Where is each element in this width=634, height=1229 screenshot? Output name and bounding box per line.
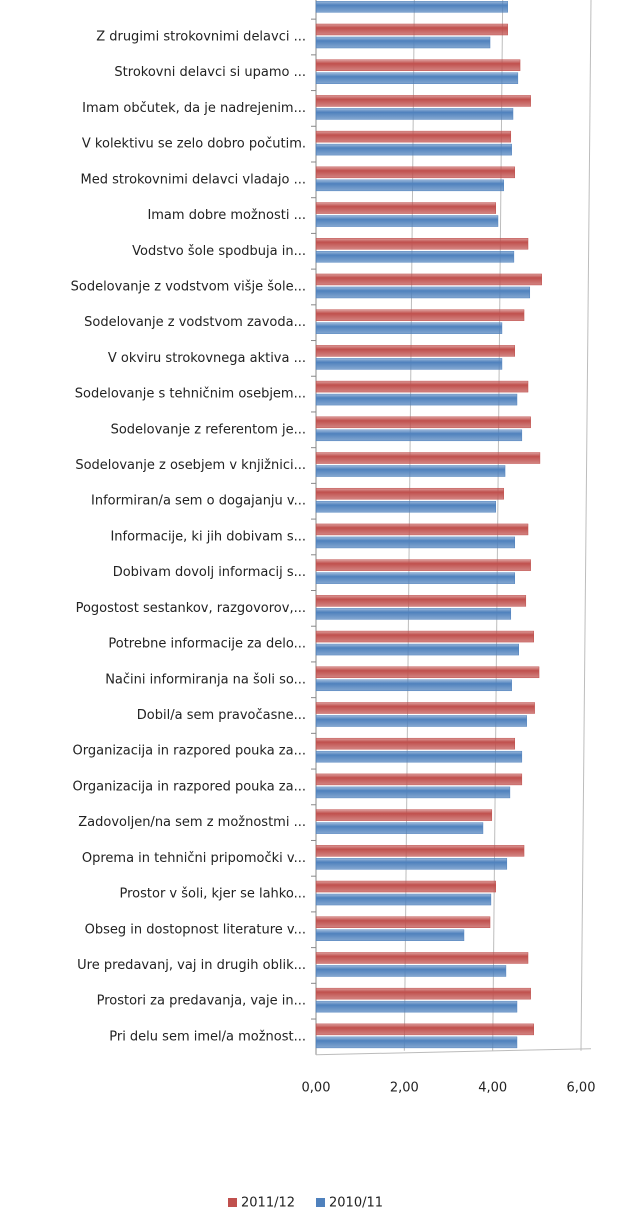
y-tick-label: Potrebne informacije za delo... xyxy=(108,637,306,652)
bar xyxy=(315,215,499,227)
y-tick-label: Prostor v šoli, kjer se lahko... xyxy=(120,887,307,902)
y-tick-label: Vodstvo šole spodbuja in... xyxy=(132,244,306,259)
bar xyxy=(315,572,515,584)
bar xyxy=(315,1023,534,1036)
bar xyxy=(315,952,529,964)
y-tick-label: Obseg in dostopnost literature v... xyxy=(85,922,306,937)
legend-swatch xyxy=(228,1198,237,1207)
y-tick-label: Sodelovanje z vodstvom zavoda... xyxy=(84,315,306,330)
axis-line xyxy=(315,1048,592,1056)
bar xyxy=(315,679,512,692)
bar xyxy=(315,523,529,536)
bar xyxy=(315,500,497,513)
bar xyxy=(315,773,523,786)
bar xyxy=(315,845,525,857)
y-tick-label: Dobil/a sem pravočasne... xyxy=(137,708,306,723)
bar xyxy=(315,380,529,393)
bar xyxy=(315,36,491,49)
x-tick-label: 2,00 xyxy=(390,1081,419,1096)
legend-swatch xyxy=(316,1198,325,1207)
y-tick-label: Med strokovnimi delavci vladajo ... xyxy=(81,172,306,187)
bar xyxy=(315,416,531,429)
x-tick-label: 6,00 xyxy=(567,1081,596,1096)
bar xyxy=(315,179,504,192)
bar xyxy=(315,715,527,727)
bar xyxy=(315,666,540,679)
legend-label: 2010/11 xyxy=(329,1196,383,1211)
y-tick-label: Sodelovanje z osebjem v knjižnici... xyxy=(75,458,306,473)
bar xyxy=(315,59,521,71)
bar xyxy=(315,95,531,107)
bar xyxy=(315,630,534,643)
bar xyxy=(315,130,512,143)
bar xyxy=(315,965,507,977)
bar xyxy=(315,393,518,406)
x-tick-label: 4,00 xyxy=(478,1081,507,1096)
y-tick-label: Ure predavanj, vaj in drugih oblik... xyxy=(77,958,306,973)
bar xyxy=(315,643,519,656)
bar xyxy=(315,23,508,36)
bar xyxy=(315,1036,518,1049)
y-tick-label: Strokovni delavci si upamo ... xyxy=(114,65,306,80)
bar xyxy=(315,750,523,763)
bar xyxy=(315,202,497,214)
y-tick-label: V okviru strokovnega aktiva ... xyxy=(108,351,306,366)
y-tick-label: Organizacija in razpored pouka za... xyxy=(73,779,306,794)
bar xyxy=(315,358,503,370)
bar xyxy=(315,72,519,84)
y-tick-label: Imam občutek, da je nadrejenim... xyxy=(82,101,306,116)
x-tick-label: 0,00 xyxy=(302,1081,331,1096)
bar xyxy=(315,786,511,799)
y-tick-label: Pogostost sestankov, razgovorov,... xyxy=(76,601,306,616)
bar xyxy=(315,737,515,750)
bar xyxy=(315,893,492,906)
bar xyxy=(315,809,493,821)
bar xyxy=(315,987,531,1000)
y-tick-label: Imam dobre možnosti ... xyxy=(147,208,306,223)
bar xyxy=(315,251,515,263)
bar xyxy=(315,929,465,941)
bar xyxy=(315,322,503,334)
grid-line xyxy=(580,0,592,1051)
y-tick-label: Sodelovanje z vodstvom višje šole... xyxy=(71,279,306,294)
bar xyxy=(315,286,531,299)
bar xyxy=(315,108,514,120)
bar xyxy=(315,608,512,620)
y-tick-label: Z drugimi strokovnimi delavci ... xyxy=(96,30,306,45)
y-tick-label: Pri delu sem imel/a možnost... xyxy=(109,1029,306,1044)
bar xyxy=(315,309,525,321)
y-tick-label: Informiran/a sem o dogajanju v... xyxy=(91,494,306,509)
bar xyxy=(315,487,504,500)
bar xyxy=(315,143,512,156)
bar xyxy=(315,166,515,179)
bar xyxy=(315,238,529,250)
bar xyxy=(315,429,523,442)
bar xyxy=(315,880,497,893)
bar xyxy=(315,822,484,834)
bar xyxy=(315,536,515,549)
bar xyxy=(315,1,508,13)
bar xyxy=(315,273,542,286)
bar xyxy=(315,858,508,870)
y-tick-label: Dobivam dovolj informacij s... xyxy=(113,565,306,580)
y-tick-label: Prostori za predavanja, vaje in... xyxy=(97,994,306,1009)
y-tick-label: Informacije, ki jih dobivam s... xyxy=(110,529,306,544)
y-tick-label: Oprema in tehnični pripomočki v... xyxy=(82,851,306,866)
bar xyxy=(315,916,491,928)
y-tick-label: V kolektivu se zelo dobro počutim. xyxy=(82,137,306,152)
bar xyxy=(315,1000,518,1013)
bar xyxy=(315,702,535,714)
y-tick-label: Sodelovanje s tehničnim osebjem... xyxy=(75,387,306,402)
y-tick-label: Organizacija in razpored pouka za... xyxy=(73,744,306,759)
y-tick-label: Zadovoljen/na sem z možnostmi ... xyxy=(78,815,306,830)
y-tick-label: Načini informiranja na šoli so... xyxy=(105,672,306,687)
bar xyxy=(315,452,541,464)
bar xyxy=(315,465,506,477)
legend-label: 2011/12 xyxy=(241,1196,295,1211)
y-tick-label: Sodelovanje z referentom je... xyxy=(111,422,306,437)
bar xyxy=(315,345,515,357)
bar xyxy=(315,559,531,571)
bar xyxy=(315,595,527,607)
